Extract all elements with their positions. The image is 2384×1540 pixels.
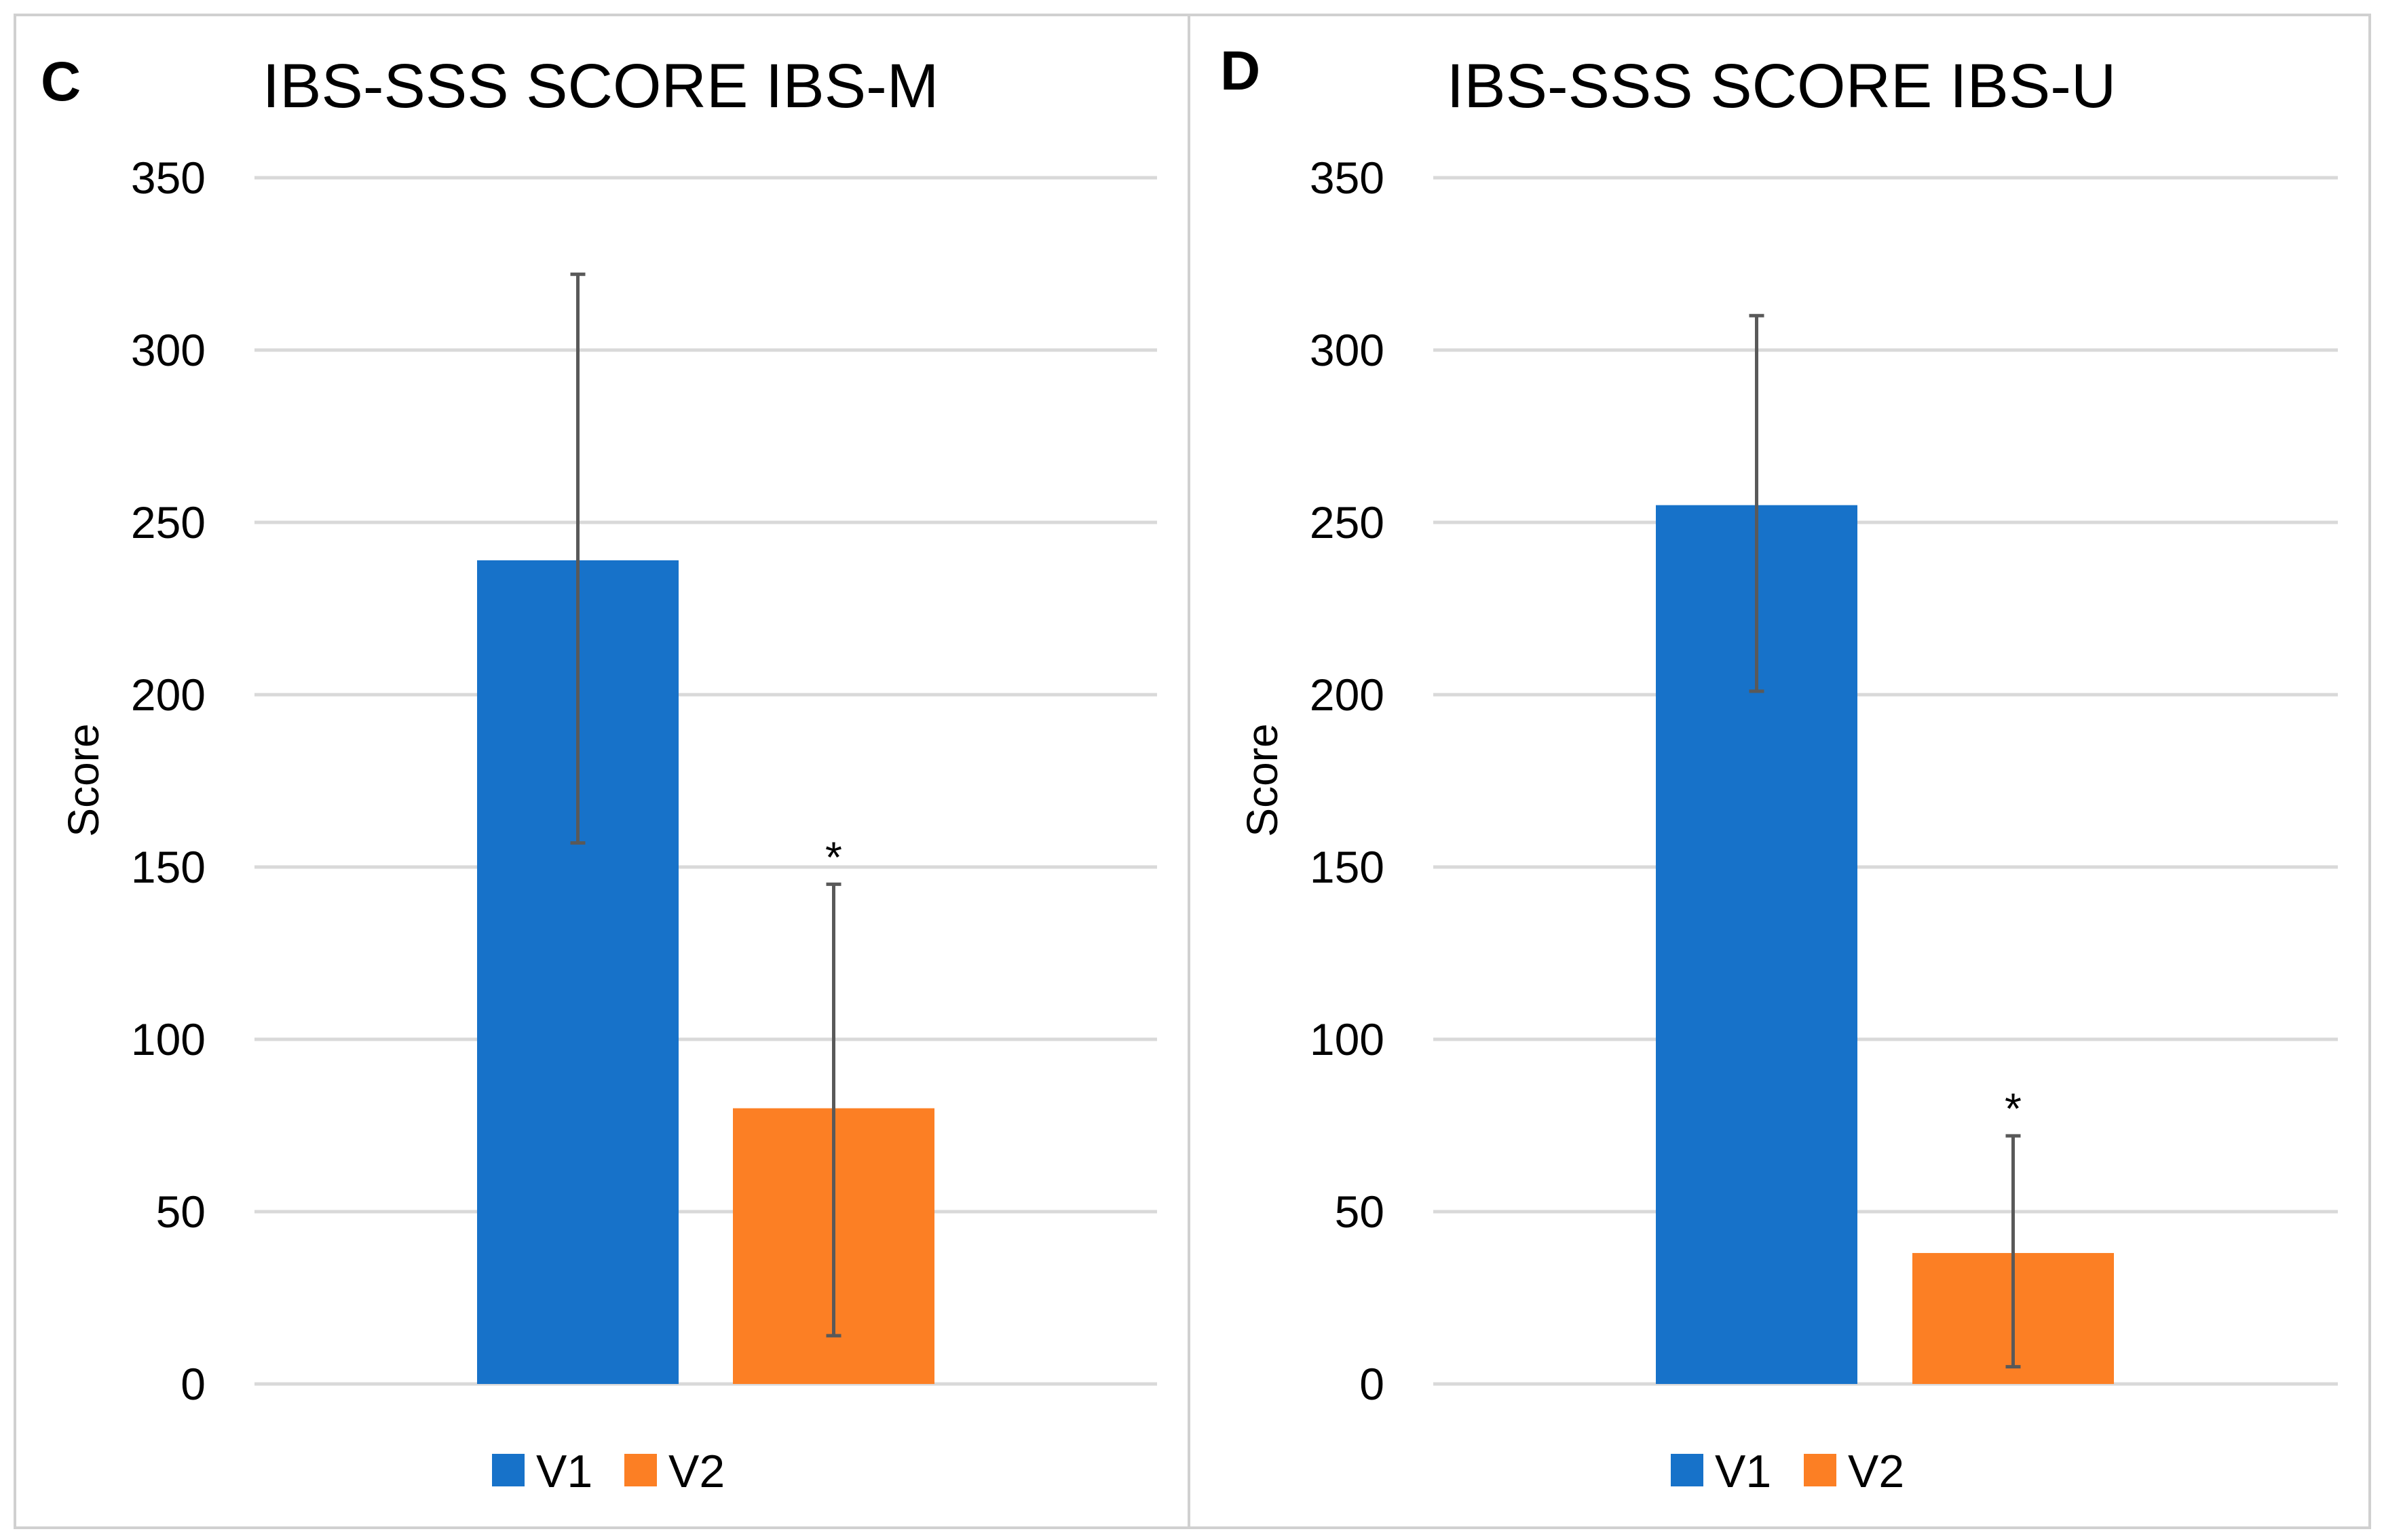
panel-d-y-tick-label: 200 <box>1310 670 1384 720</box>
panel-d-y-axis-label: Score <box>1238 723 1287 836</box>
panel-c-letter: C <box>41 51 81 113</box>
panel-d-border <box>1188 14 2371 1529</box>
panel-d-title: IBS-SSS SCORE IBS-U <box>1447 52 2117 121</box>
panel-d-legend-swatch-v2 <box>1804 1454 1836 1486</box>
panel-d-y-tick-label: 50 <box>1335 1187 1384 1237</box>
panel-c-y-tick-label: 300 <box>131 325 206 375</box>
panel-c-bars: * <box>477 272 934 1384</box>
panel-c-legend-swatch-v1 <box>492 1454 525 1486</box>
panel-d-y-tick-label: 250 <box>1310 497 1384 547</box>
panel-c-legend: V1 V2 <box>492 1446 725 1497</box>
panel-c-y-tick-label: 200 <box>131 670 206 720</box>
panel-c-y-tick-label: 350 <box>131 153 206 203</box>
panel-c: C IBS-SSS SCORE IBS-M Score 0 50 100 150 200… <box>14 14 1190 1529</box>
panel-d-y-tick-label: 300 <box>1310 325 1384 375</box>
panel-c-legend-label-v1: V1 <box>536 1446 592 1497</box>
panel-c-grid <box>254 176 1157 1386</box>
panel-c-y-tick-label: 250 <box>131 497 206 547</box>
panel-d-y-ticks: 0 50 100 150 200 250 300 350 <box>1310 153 1384 1409</box>
panel-d-legend-label-v1: V1 <box>1715 1446 1771 1497</box>
panel-c-legend-swatch-v2 <box>624 1454 657 1486</box>
panel-d: D IBS-SSS SCORE IBS-U Score 0 50 100 150 200… <box>1188 14 2371 1529</box>
panel-c-y-tick-label: 100 <box>131 1014 206 1064</box>
panel-c-title: IBS-SSS SCORE IBS-M <box>263 52 939 121</box>
panel-c-y-tick-label: 150 <box>131 842 206 892</box>
panel-c-y-ticks: 0 50 100 150 200 250 300 350 <box>131 153 206 1409</box>
panel-d-legend: V1 V2 <box>1671 1446 1904 1497</box>
panel-d-y-tick-label: 350 <box>1310 153 1384 203</box>
panel-d-bars: * <box>1656 313 2114 1384</box>
panel-c-y-tick-label: 0 <box>181 1359 206 1409</box>
panel-d-y-tick-label: 150 <box>1310 842 1384 892</box>
panel-d-grid <box>1433 176 2338 1386</box>
panel-d-y-tick-label: 100 <box>1310 1014 1384 1064</box>
panel-d-y-tick-label: 0 <box>1359 1359 1384 1409</box>
panel-d-letter: D <box>1220 40 1260 102</box>
panel-d-legend-label-v2: V2 <box>1848 1446 1904 1497</box>
panel-c-y-axis-label: Score <box>59 723 108 836</box>
panel-c-y-tick-label: 50 <box>156 1187 206 1237</box>
panel-d-significance-v2: * <box>2005 1084 2022 1133</box>
panel-c-significance-v2: * <box>825 832 842 881</box>
panel-d-legend-swatch-v1 <box>1671 1454 1703 1486</box>
panel-c-legend-label-v2: V2 <box>668 1446 725 1497</box>
